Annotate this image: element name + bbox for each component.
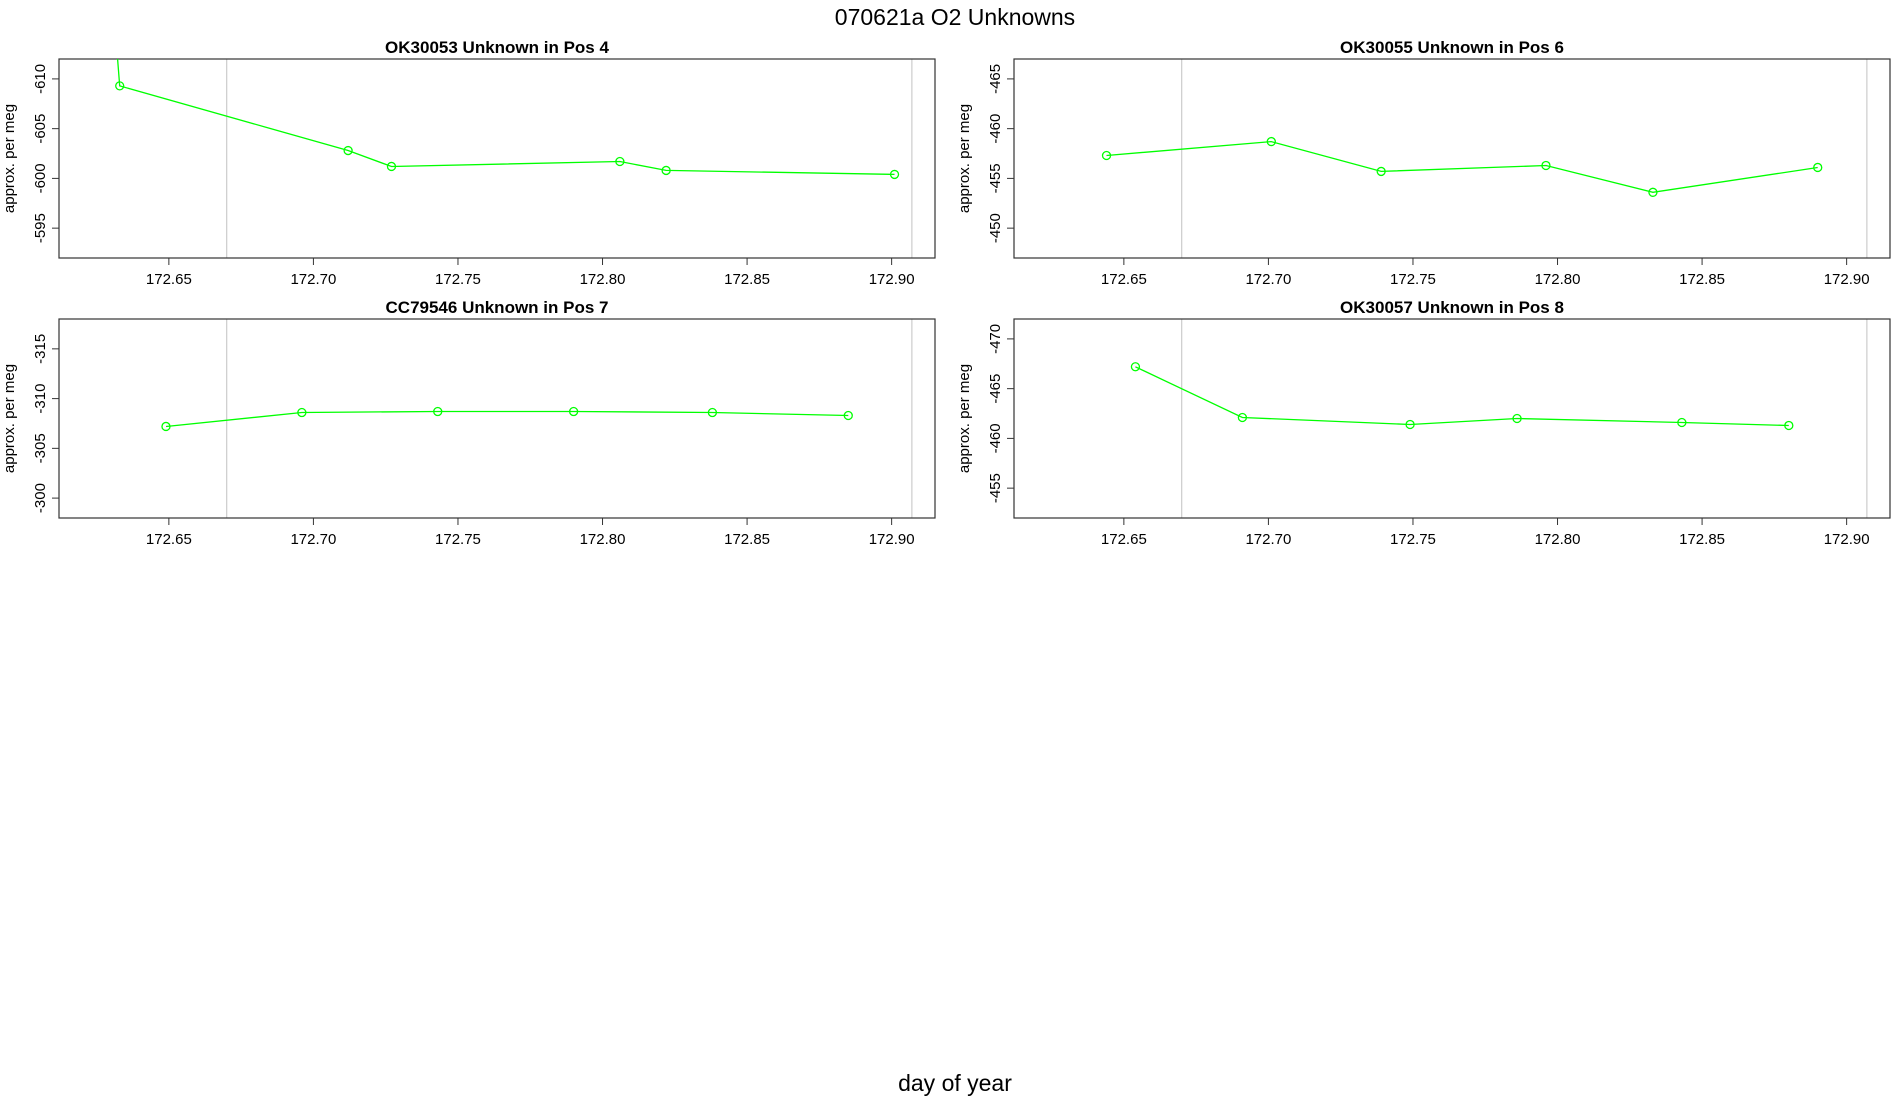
y-tick-label: -465 [987,374,1004,404]
y-tick-label: -310 [32,384,49,414]
data-point [1677,417,1687,428]
data-point [386,161,397,172]
data-point [1376,166,1386,177]
y-tick-label: -465 [987,64,1004,94]
x-tick-label: 172.75 [435,271,481,288]
x-tick-label: 172.70 [290,271,336,288]
figure-x-axis-label: day of year [898,1070,1012,1096]
data-point [297,407,307,418]
data-point [433,406,443,417]
data-point [568,406,579,417]
y-axis-label: approx. per meg [956,104,973,213]
data-point [1266,136,1276,147]
x-tick-label: 172.90 [869,271,915,288]
data-point [1237,412,1248,423]
x-tick-label: 172.65 [146,531,192,548]
x-tick-label: 172.65 [146,271,192,288]
x-tick-label: 172.90 [1824,271,1870,288]
y-tick-label: -305 [32,433,49,463]
y-tick-label: -450 [987,213,1004,243]
x-tick-label: 172.80 [580,531,626,548]
data-point [161,421,171,432]
x-tick-label: 172.65 [1101,531,1147,548]
data-point [1813,162,1823,173]
x-tick-label: 172.90 [869,531,915,548]
plot-frame [58,318,936,519]
x-tick-label: 172.90 [1824,531,1870,548]
data-point [1648,187,1658,197]
data-point [615,156,625,167]
figure-title: 070621a O2 Unknowns [835,4,1075,30]
y-tick-label: -455 [987,473,1004,503]
x-tick-label: 172.85 [724,531,770,548]
y-tick-label: -300 [32,483,49,513]
chart-panel-2: OK30055 Unknown in Pos 6 172.65 172.70 172.… [956,38,1891,288]
x-tick-label: 172.65 [1101,271,1147,288]
plot-frame [1013,318,1891,519]
y-tick-label: -470 [987,324,1004,354]
x-tick-label: 172.70 [290,531,336,548]
chart-panel-4: OK30057 Unknown in Pos 8 172.65 172.70 172.… [956,298,1891,548]
series-line [1135,366,1789,427]
panels-group: OK30053 Unknown in Pos 4 172.65 172.70 172.… [1,38,1891,548]
data-point [1101,150,1112,161]
data-point [661,165,671,176]
y-tick-label: -460 [987,423,1004,453]
x-tick-label: 172.80 [1535,531,1581,548]
series-line [165,410,849,428]
x-tick-label: 172.70 [1245,271,1291,288]
x-tick-label: 172.85 [1679,531,1725,548]
x-tick-label: 172.85 [724,271,770,288]
chart-panel-1: OK30053 Unknown in Pos 4 172.65 172.70 172.… [1,38,936,288]
y-tick-label: -315 [32,334,49,364]
panel-title: OK30053 Unknown in Pos 4 [385,38,609,57]
panel-title: OK30057 Unknown in Pos 8 [1340,298,1564,317]
y-tick-label: -455 [987,163,1004,193]
data-point [1512,413,1522,424]
x-tick-label: 172.75 [435,531,481,548]
y-axis-label: approx. per meg [956,364,973,473]
x-tick-label: 172.70 [1245,531,1291,548]
data-point [115,81,125,91]
x-tick-label: 172.80 [580,271,626,288]
data-point [889,169,900,180]
series-line [116,59,895,176]
data-point [1130,362,1141,372]
data-point [343,145,353,156]
x-tick-label: 172.75 [1390,531,1436,548]
y-tick-label: -600 [32,163,49,193]
y-tick-label: -605 [32,114,49,144]
data-point [1541,160,1551,171]
panel-title: CC79546 Unknown in Pos 7 [386,298,609,317]
data-point [1405,419,1415,430]
y-tick-label: -595 [32,213,49,243]
plot-frame [1013,58,1891,259]
data-point [1784,420,1794,431]
panel-title: OK30055 Unknown in Pos 6 [1340,38,1564,57]
y-axis-label: approx. per meg [1,364,18,473]
x-tick-label: 172.85 [1679,271,1725,288]
y-axis-label: approx. per meg [1,104,18,213]
y-tick-label: -460 [987,114,1004,144]
data-point [707,407,718,418]
data-point [843,410,853,421]
y-tick-label: -610 [32,64,49,94]
chart-panel-3: CC79546 Unknown in Pos 7 172.65 172.70 172.… [1,298,936,548]
x-tick-label: 172.75 [1390,271,1436,288]
series-line [1106,140,1818,193]
plot-frame [58,58,936,259]
x-tick-label: 172.80 [1535,271,1581,288]
